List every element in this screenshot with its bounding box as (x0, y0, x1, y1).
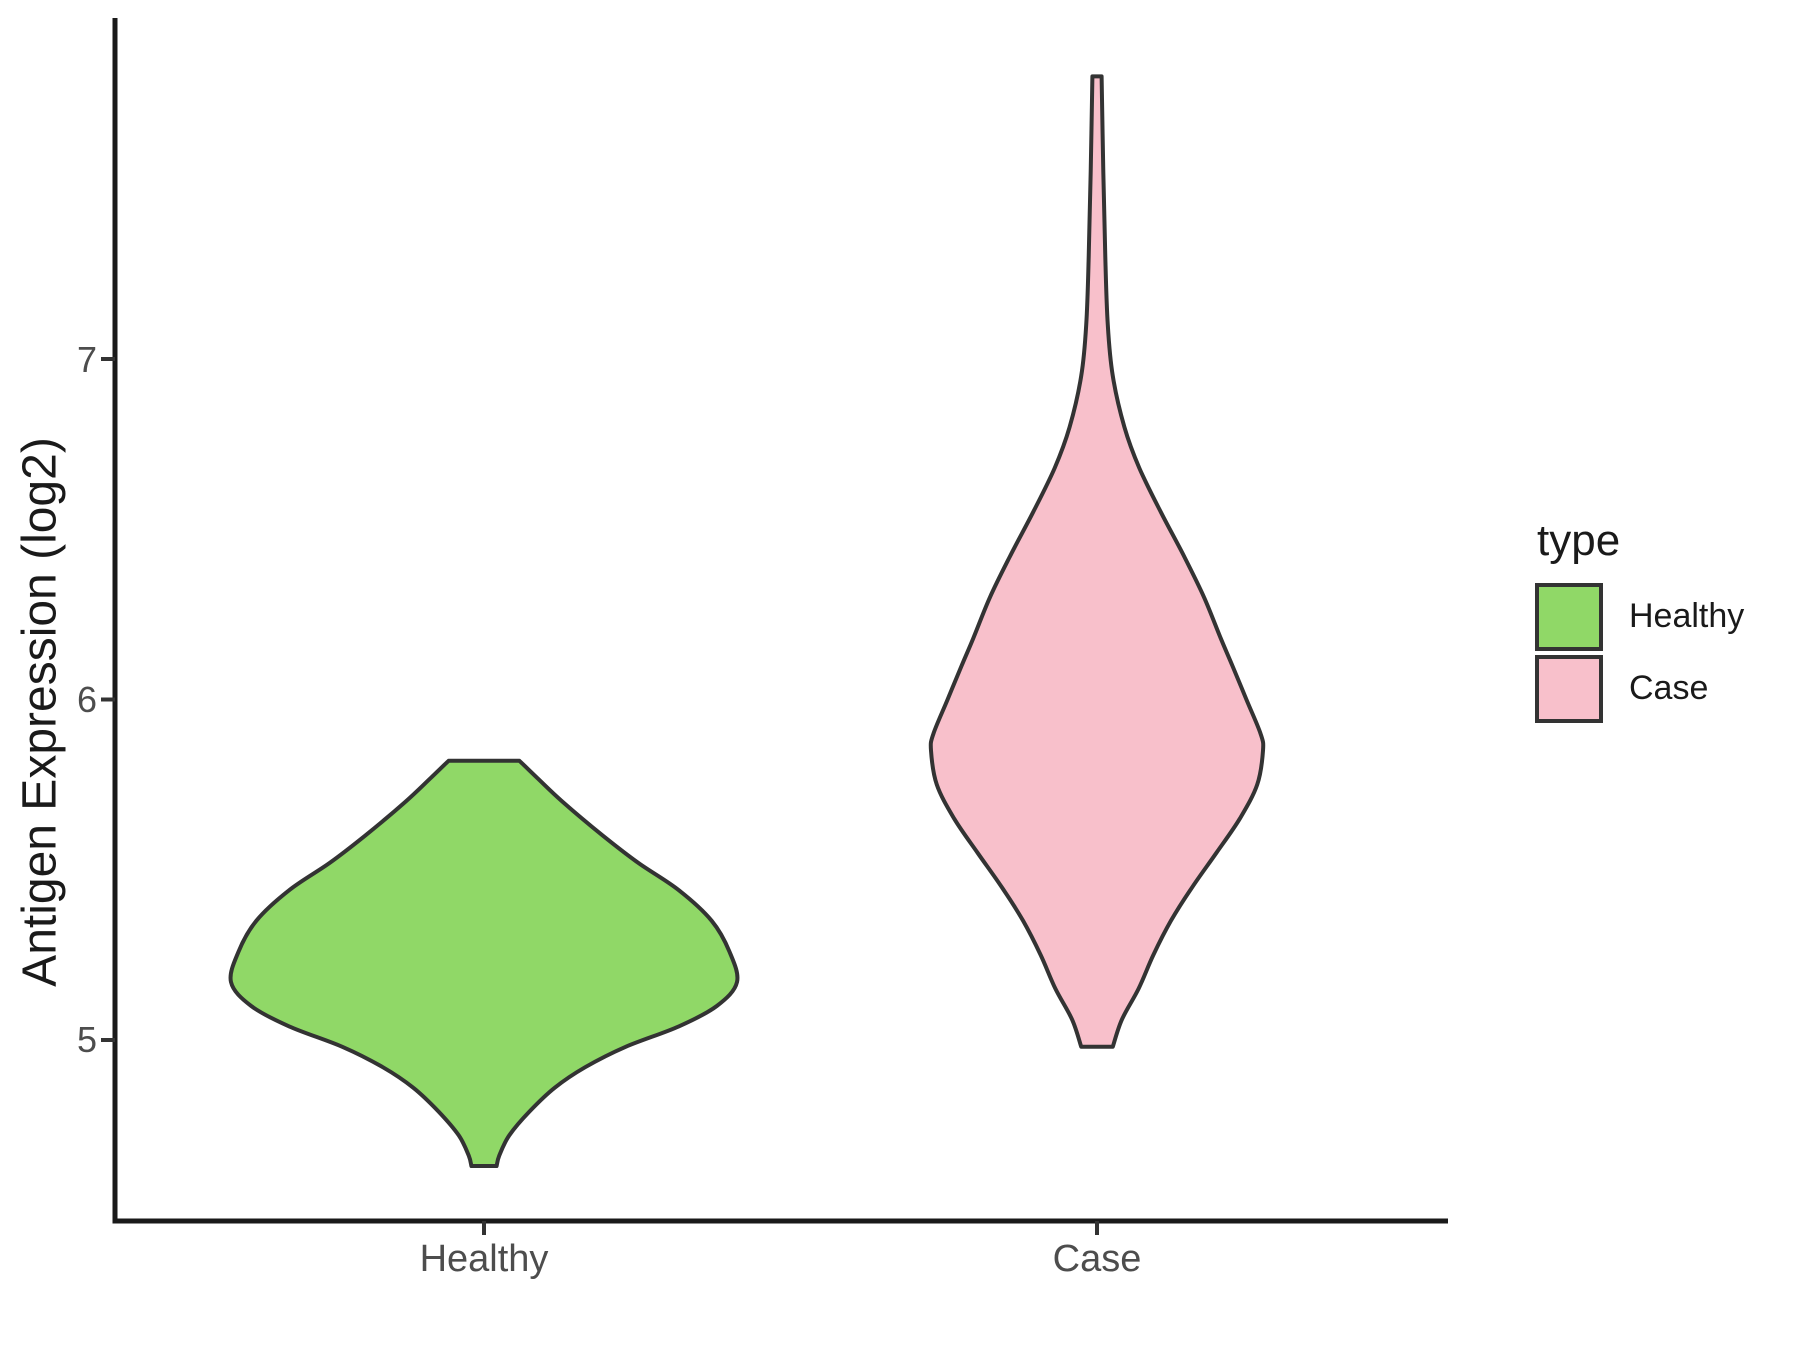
y-axis-title: Antigen Expression (log2) (13, 437, 67, 987)
legend-swatch-case (1535, 654, 1603, 723)
legend-label-healthy: Healthy (1629, 597, 1745, 636)
legend-title: type (1537, 516, 1621, 565)
y-tick-label-6: 6 (76, 679, 97, 720)
legend-item-healthy: Healthy (1535, 582, 1745, 651)
x-tick-label-healthy: Healthy (419, 1238, 549, 1280)
x-tick-label-case: Case (1052, 1238, 1142, 1280)
legend-label-case: Case (1629, 669, 1709, 708)
legend-swatch-healthy (1535, 582, 1603, 651)
legend-item-case: Case (1535, 654, 1744, 723)
violin-case (928, 74, 1266, 1049)
y-tick-label-5: 5 (76, 1019, 97, 1060)
violin-healthy (228, 758, 740, 1168)
y-tick-label-7: 7 (76, 339, 97, 380)
legend: type Healthy Case (1535, 516, 1744, 727)
